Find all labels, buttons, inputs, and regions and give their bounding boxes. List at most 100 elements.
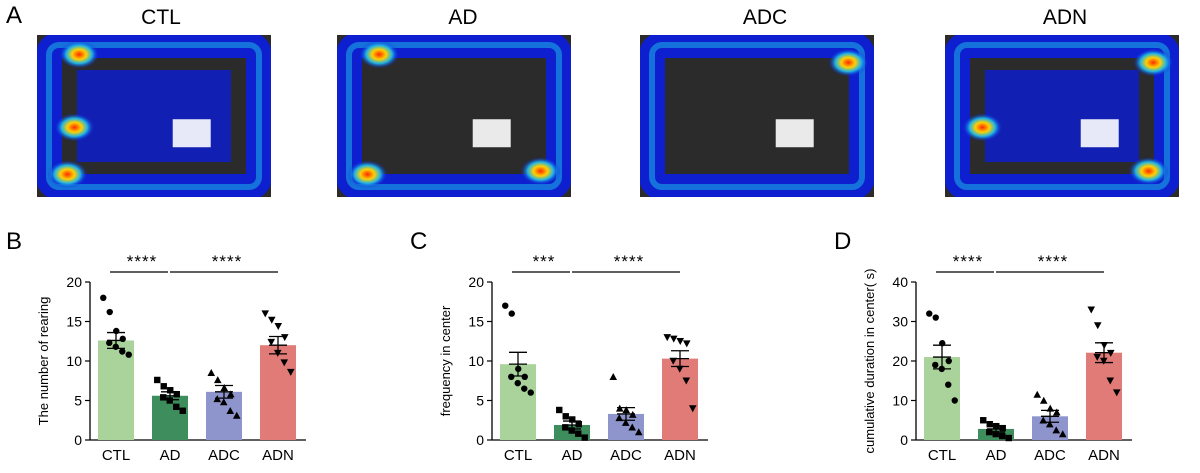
data-point [562,413,569,420]
data-point [113,327,120,335]
x-tick-label: CTL [928,447,956,464]
data-point [992,430,999,438]
y-tick-label: 15 [468,314,484,330]
data-point [160,383,167,390]
data-point [274,323,283,331]
y-tick-label: 15 [66,314,82,330]
data-point [1052,426,1061,434]
data-point [682,377,691,385]
significance-label: **** [212,252,242,271]
data-point [926,310,933,317]
data-point [173,403,180,411]
bar-ctl [500,364,536,440]
heat-hotspot [359,40,400,69]
heatmap-title-ad: AD [448,6,478,29]
data-point [575,421,582,428]
panel-label-a: A [6,2,23,29]
heatmap-title-ctl: CTL [141,6,181,29]
significance-label: *** [533,252,556,271]
heat-hotspot [47,160,88,189]
data-point [569,416,576,423]
data-point [1046,404,1055,412]
y-tick-label: 20 [468,274,484,290]
data-point [527,389,534,396]
data-point [508,310,515,317]
data-point [125,351,132,358]
data-point [932,314,939,321]
significance-label: **** [127,252,157,271]
data-point [515,365,522,373]
heat-hotspot [520,157,561,186]
y-axis-label: cumulative duration in center( s) [862,269,877,454]
data-point [669,357,678,365]
x-tick-label: CTL [102,447,130,464]
data-point [154,376,161,384]
y-tick-label: 20 [66,274,82,290]
data-point [219,398,228,406]
panel-label-d: D [834,228,852,255]
data-point [1052,408,1061,416]
heatmap-ad [337,35,571,197]
data-point [688,405,697,413]
data-point [1099,357,1108,365]
y-tick-label: 10 [468,353,484,369]
heat-band-core [346,42,562,190]
data-point [615,414,624,422]
data-point [160,394,167,401]
data-point [1039,396,1048,404]
data-point [1087,306,1096,314]
heat-hotspot [962,113,1003,142]
heatmap-adn [945,35,1179,197]
significance-label: **** [953,252,983,271]
x-tick-label: AD [986,447,1007,464]
data-point [939,340,946,347]
significance-label: **** [614,252,644,271]
heat-band-core [954,42,1170,190]
data-point [167,387,174,394]
x-tick-label: ADN [262,447,294,464]
data-point [628,410,637,418]
bar-adn [1086,352,1122,440]
data-point [179,407,186,414]
light-reflection [172,119,211,148]
data-point [556,406,563,414]
chart-c: frequency in center 0 5 10 15 20 CTL AD ADC ADN **… [432,250,742,473]
bar-adn [260,345,296,440]
data-point [213,376,222,384]
data-point [213,395,222,403]
light-reflection [1080,119,1119,148]
data-point [119,335,126,343]
data-point [267,338,276,346]
data-point [1106,377,1115,385]
data-point [166,397,173,404]
data-point [100,294,107,301]
data-point [232,411,241,419]
data-point [106,308,113,316]
y-axis-label: The number of rearing [36,297,51,426]
heat-fill [985,70,1139,162]
data-point [1005,434,1012,442]
data-point [932,361,939,369]
data-point [609,373,618,380]
chart-b: The number of rearing 0 5 10 15 20 CTL AD ADC ADN… [30,250,330,473]
data-point [1093,353,1102,361]
data-point [207,369,216,377]
data-point [575,430,582,437]
data-point [119,348,126,355]
heatmap-ctl [37,35,271,197]
x-tick-label: ADC [610,447,642,464]
data-point [1100,342,1109,349]
y-tick-label: 5 [476,393,484,409]
heatmap-title-adn: ADN [1042,6,1088,29]
data-point [993,422,1000,430]
panel-label-c: C [410,228,428,255]
data-point [280,359,289,367]
heatmap-adc [640,35,874,197]
data-point [112,343,119,350]
y-tick-label: 30 [892,314,908,330]
data-point [1039,416,1048,424]
data-point [273,349,282,357]
heatmap-title-adc: ADC [742,6,788,29]
x-tick-label: ADC [208,447,240,464]
data-point [1045,420,1054,428]
